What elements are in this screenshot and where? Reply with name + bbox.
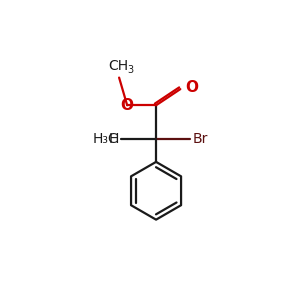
Text: H₃C: H₃C [93,132,118,146]
Text: H: H [108,132,118,146]
Text: O: O [121,98,134,113]
Text: 3: 3 [128,65,134,75]
Text: O: O [185,80,198,95]
Text: CH: CH [108,59,128,74]
Text: Br: Br [193,132,208,146]
